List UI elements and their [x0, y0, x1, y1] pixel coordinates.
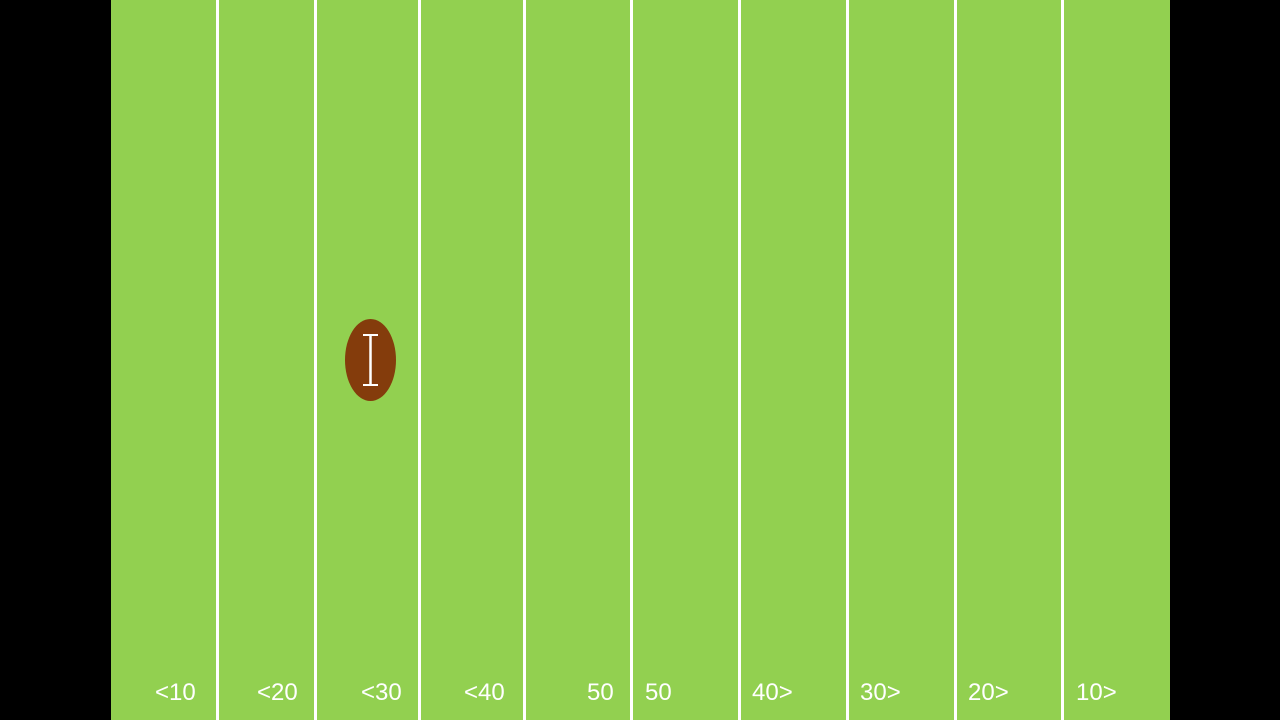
yard-label-right-10: 10> — [1076, 679, 1117, 706]
yard-label-right-20: 20> — [968, 679, 1009, 706]
yard-label-right-40: 40> — [752, 679, 793, 706]
yard-label-right-30: 30> — [860, 679, 901, 706]
yard-label-midfield-left: 50 — [587, 679, 614, 706]
yard-label-left-30: <30 — [361, 679, 402, 706]
football-field — [111, 0, 1170, 720]
yard-line-10-right — [1061, 0, 1064, 720]
yard-line-10 — [216, 0, 219, 720]
yard-line-40 — [523, 0, 526, 720]
football-icon[interactable] — [345, 319, 396, 401]
yard-label-left-20: <20 — [257, 679, 298, 706]
yard-line-40-right — [738, 0, 741, 720]
yard-line-50 — [630, 0, 633, 720]
yard-line-20 — [314, 0, 317, 720]
yard-line-30-right — [846, 0, 849, 720]
yard-label-left-40: <40 — [464, 679, 505, 706]
yard-line-20-right — [954, 0, 957, 720]
yard-line-30 — [418, 0, 421, 720]
football-laces-icon — [363, 334, 378, 386]
yard-label-left-10: <10 — [155, 679, 196, 706]
yard-label-midfield-right: 50 — [645, 679, 672, 706]
